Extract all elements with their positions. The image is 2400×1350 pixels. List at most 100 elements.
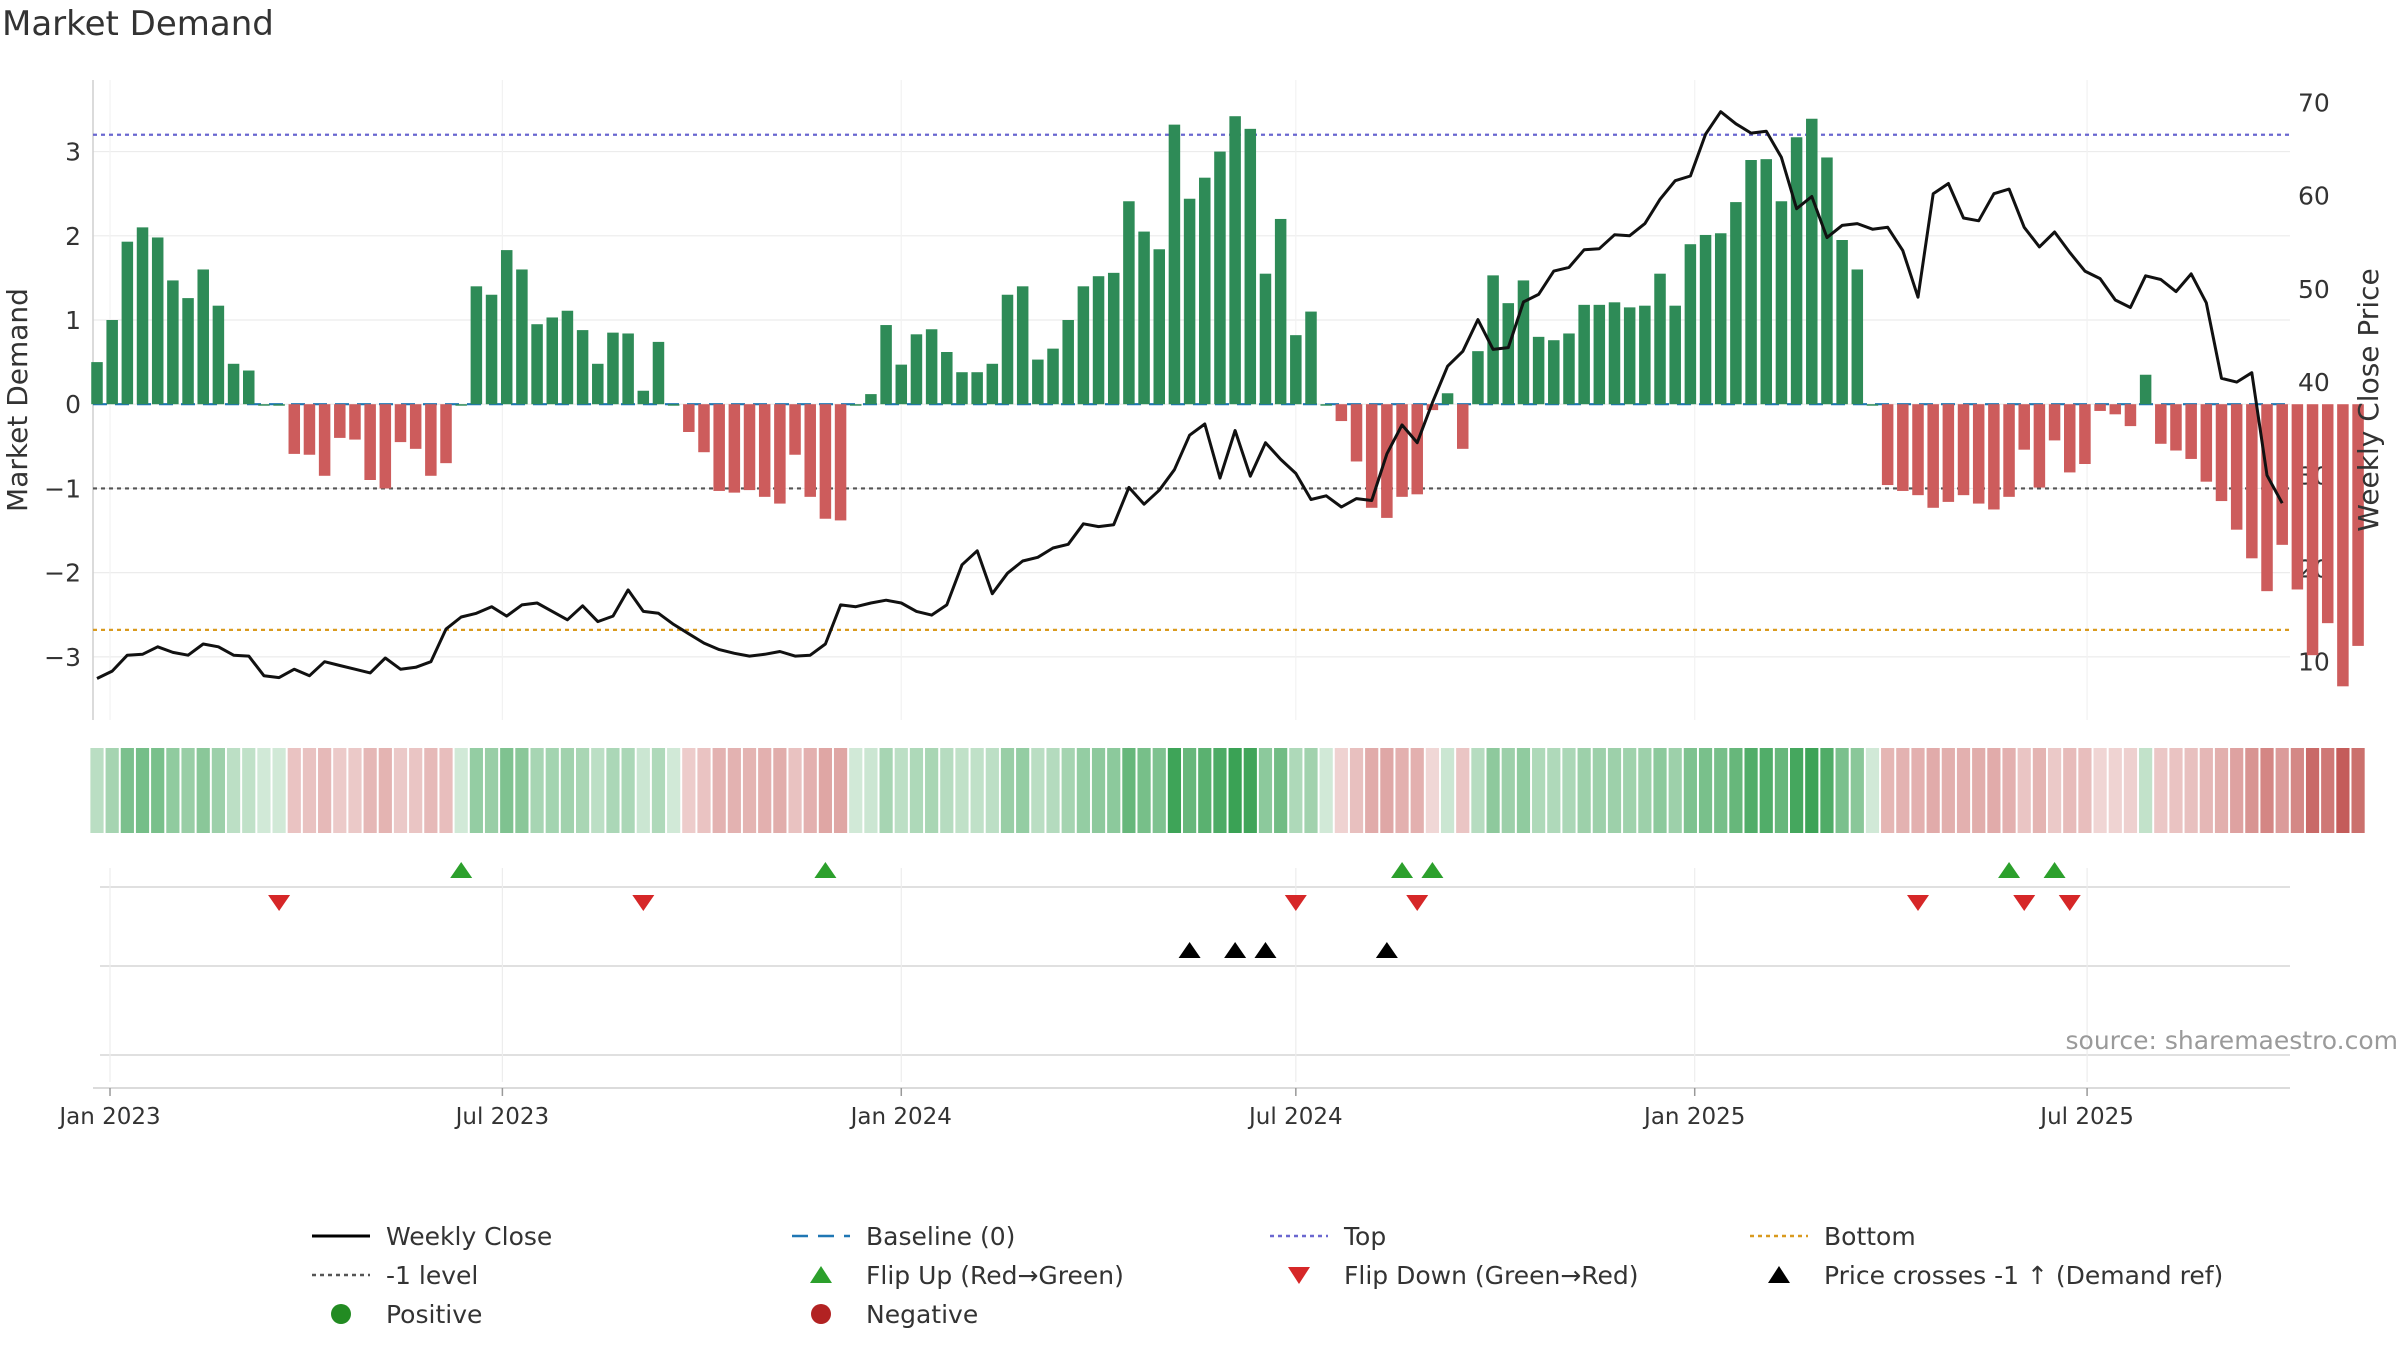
demand-bar bbox=[1578, 304, 1590, 405]
demand-bar bbox=[925, 329, 938, 405]
demand-bar bbox=[2155, 404, 2167, 444]
y-right-tick-label: 70 bbox=[2298, 88, 2330, 117]
heat-cell bbox=[591, 748, 605, 833]
heat-cell bbox=[2154, 748, 2168, 833]
demand-bar bbox=[652, 341, 665, 405]
heat-cell bbox=[1289, 748, 1303, 833]
demand-bar bbox=[1396, 404, 1408, 497]
heat-cell bbox=[697, 748, 711, 833]
demand-bar bbox=[2170, 404, 2182, 451]
heat-cell bbox=[2139, 748, 2153, 833]
heat-cell bbox=[682, 748, 696, 833]
demand-bar bbox=[91, 362, 103, 405]
heat-cell bbox=[2002, 748, 2016, 833]
x-axis: Jan 2023 Jul 2023 Jan 2024 Jul 2024 Jan 2025… bbox=[57, 1087, 2290, 1130]
demand-bar bbox=[1821, 157, 1833, 405]
demand-bar bbox=[1836, 240, 1848, 405]
heat-cell bbox=[606, 748, 620, 833]
heat-cell bbox=[2017, 748, 2031, 833]
demand-bar bbox=[1381, 404, 1393, 518]
legend-item-bottom: Bottom bbox=[1748, 1218, 1916, 1254]
demand-bar bbox=[1168, 124, 1181, 405]
demand-bar bbox=[288, 404, 301, 454]
reference-levels bbox=[93, 133, 2290, 631]
heat-cell bbox=[1577, 748, 1591, 833]
heat-cell bbox=[2230, 748, 2244, 833]
demand-bar bbox=[1032, 359, 1044, 405]
demand-bar bbox=[136, 227, 149, 405]
heat-cell bbox=[2078, 748, 2092, 833]
legend-label: Positive bbox=[386, 1299, 483, 1329]
legend-label: Price crosses -1 ↑ (Demand ref) bbox=[1824, 1260, 2224, 1290]
heat-cell bbox=[1850, 748, 1864, 833]
demand-bar bbox=[607, 332, 619, 405]
heat-cell bbox=[758, 748, 772, 833]
y-left-tick-label: −1 bbox=[44, 474, 81, 503]
heat-cell bbox=[1349, 748, 1364, 833]
heat-cell bbox=[409, 748, 423, 833]
demand-bar bbox=[2352, 404, 2364, 646]
demand-bar bbox=[774, 404, 786, 504]
demand-bar bbox=[440, 404, 452, 464]
y-right-tick-label: 40 bbox=[2298, 368, 2330, 397]
heat-cell bbox=[1319, 748, 1333, 833]
heat-cell bbox=[1774, 748, 1789, 833]
heat-cell bbox=[1562, 748, 1576, 833]
legend-tri-down-swatch bbox=[1288, 1267, 1310, 1284]
demand-bar bbox=[1214, 151, 1226, 405]
demand-bar bbox=[2094, 404, 2106, 411]
heat-cell bbox=[181, 748, 195, 833]
y-left-tick-label: −3 bbox=[44, 643, 81, 672]
heat-cell bbox=[985, 748, 999, 833]
heat-cell bbox=[1516, 748, 1531, 833]
heat-cell bbox=[2336, 748, 2350, 833]
demand-bar bbox=[394, 404, 407, 443]
heat-cell bbox=[1471, 748, 1485, 833]
demand-bar bbox=[713, 404, 725, 491]
demand-bar bbox=[728, 404, 741, 493]
heat-cell bbox=[439, 748, 453, 833]
demand-bar bbox=[1259, 273, 1272, 405]
positive-legend-swatch bbox=[331, 1304, 351, 1324]
demand-bar bbox=[1608, 302, 1621, 405]
heat-cell bbox=[651, 748, 666, 833]
legend-item-weekly-close: Weekly Close bbox=[310, 1218, 552, 1254]
heat-cell bbox=[1486, 748, 1500, 833]
demand-bar bbox=[1138, 231, 1150, 405]
heat-cell bbox=[2199, 748, 2213, 833]
demand-bar bbox=[212, 305, 225, 405]
demand-bar bbox=[1244, 128, 1257, 405]
weekly-close-series bbox=[96, 110, 2284, 680]
demand-bar bbox=[2124, 404, 2137, 427]
heat-cell bbox=[302, 748, 317, 833]
minus-one-legend-swatch bbox=[312, 1273, 370, 1277]
heat-cell bbox=[1638, 748, 1652, 833]
heat-cell bbox=[894, 748, 908, 833]
legend-circle-swatch bbox=[811, 1304, 831, 1324]
heat-cell bbox=[803, 748, 817, 833]
x-tick-label: Jul 2023 bbox=[454, 1104, 550, 1130]
demand-bar bbox=[1441, 393, 1454, 405]
demand-bar bbox=[1183, 198, 1196, 405]
heat-cell bbox=[1926, 748, 1940, 833]
heat-cell bbox=[2260, 748, 2274, 833]
heat-cell bbox=[1729, 748, 1743, 833]
demand-bar bbox=[622, 333, 634, 405]
heat-cell bbox=[2169, 748, 2183, 833]
heat-cell bbox=[1941, 748, 1955, 833]
legend-label: Weekly Close bbox=[386, 1221, 553, 1251]
heat-cell bbox=[1243, 748, 1257, 833]
source-note: source: sharemaestro.com bbox=[2066, 1026, 2399, 1055]
heat-cell bbox=[333, 748, 347, 833]
demand-bar bbox=[1365, 404, 1378, 508]
demand-bar bbox=[1957, 404, 1970, 496]
heat-cell bbox=[454, 748, 468, 833]
heat-cell bbox=[1456, 748, 1470, 833]
demand-bar bbox=[850, 404, 862, 406]
heat-cell bbox=[1547, 748, 1561, 833]
flip-down-marker bbox=[2013, 895, 2036, 911]
legend-tri-up-swatch bbox=[810, 1266, 832, 1283]
heat-cell bbox=[1668, 748, 1682, 833]
heat-cell bbox=[287, 748, 301, 833]
